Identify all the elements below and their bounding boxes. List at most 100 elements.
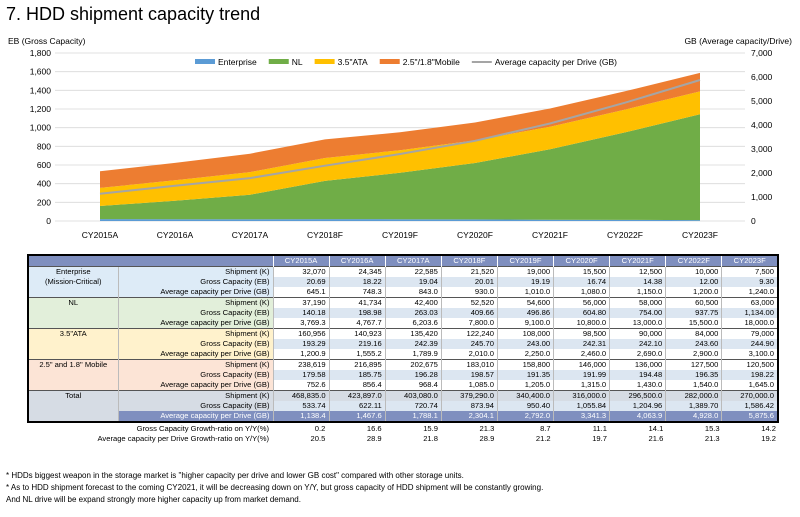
table-cell: 135,420	[384, 328, 442, 339]
table-cell: 136,000	[609, 359, 666, 370]
table-cell: 198.98	[328, 308, 386, 318]
table-cell: 52,520	[440, 297, 498, 308]
table-cell: 968.4	[384, 380, 442, 391]
area-2-5-1-8-mobile	[100, 72, 700, 188]
growth-cell: 21.3	[479, 424, 495, 433]
table-row: 2.5" and 1.8" Mobile Shipment (K) 238,619 2…	[28, 359, 778, 391]
left-tick-label: 1,200	[30, 104, 52, 114]
x-tick-label: CY2020F	[457, 230, 493, 240]
page-title: 7. HDD shipment capacity trend	[6, 4, 261, 24]
table-cell: 13,000.0	[609, 318, 666, 329]
table-cell: 37,190	[272, 297, 330, 308]
table-header-row: CY2015A CY2016A CY2017A CY2018F CY2019F CY202…	[27, 255, 778, 267]
table-cell: 1,134.00	[721, 308, 778, 318]
table-cell: 193.29	[272, 339, 330, 349]
table-cell: 243.00	[496, 339, 554, 349]
table-cell: 3,769.3	[272, 318, 330, 329]
group-label: Total	[28, 390, 118, 422]
table-cell: 1,789.9	[384, 349, 442, 360]
x-tick-label: CY2018F	[307, 230, 343, 240]
table-cell: 179.58	[272, 370, 330, 380]
left-tick-label: 200	[37, 197, 51, 207]
metric-label: Average capacity per Drive (GB)	[117, 287, 273, 298]
table-row: Gross Capacity (EB) 533.74 622.11 720.74 873…	[28, 401, 778, 411]
column-header: CY2019F	[496, 255, 554, 267]
table-row: Gross Capacity (EB) 193.29 219.16 242.39 245…	[28, 339, 778, 349]
table-cell: 2,460.0	[553, 349, 610, 360]
table-cell: 1,200.0	[665, 287, 722, 298]
area-enterprise	[100, 219, 700, 221]
table-cell: 15,500	[553, 266, 610, 277]
growth-label: Gross Capacity Growth-ratio on Y/Y(%)	[136, 424, 269, 433]
group-label: 3.5"ATA	[28, 328, 118, 360]
table-cell: 340,400.0	[496, 390, 554, 401]
x-tick-label: CY2017A	[232, 230, 269, 240]
x-tick-label: CY2021F	[532, 230, 568, 240]
table-cell: 10,800.0	[553, 318, 610, 329]
right-tick-label: 3,000	[751, 144, 773, 154]
table-row: Enterprise (Mission-Critical) Shipment (K)…	[28, 266, 778, 298]
growth-cell: 19.2	[761, 434, 776, 443]
capacity-trend-chart: EB (Gross Capacity) GB (Average capacity/…	[8, 36, 792, 240]
growth-cell: 21.8	[423, 434, 438, 443]
metric-label: Gross Capacity (EB)	[117, 401, 273, 411]
table-cell: 19.04	[384, 277, 442, 287]
table-cell: 6,203.6	[384, 318, 442, 329]
x-tick-label: CY2015A	[82, 230, 119, 240]
table-cell: 1,010.0	[496, 287, 554, 298]
table-cell: 3,100.0	[721, 349, 778, 360]
group-label: Enterprise (Mission-Critical)	[28, 266, 118, 298]
table-cell: 1,586.42	[721, 401, 778, 411]
table-row: Gross Capacity (EB) 140.18 198.98 263.03 409…	[28, 308, 778, 318]
table-cell: 196.28	[384, 370, 442, 380]
table-cell: 10,000	[665, 266, 722, 277]
table-row: Average capacity per Drive (GB) 752.6 856.…	[28, 380, 778, 391]
table-cell: 873.94	[440, 401, 498, 411]
metric-label: Gross Capacity (EB)	[117, 370, 273, 380]
table-cell: 2,900.0	[665, 349, 722, 360]
x-tick-label: CY2023F	[682, 230, 718, 240]
table-cell: 54,600	[496, 297, 554, 308]
metric-label: Shipment (K)	[117, 297, 273, 308]
table-cell: 216,895	[328, 359, 386, 370]
left-axis-label: EB (Gross Capacity)	[8, 36, 86, 46]
table-cell: 2,792.0	[496, 411, 554, 422]
column-header: CY2016A	[328, 255, 386, 267]
table-cell: 645.1	[272, 287, 330, 298]
table-cell: 21,520	[440, 266, 498, 277]
table-cell: 84,000	[665, 328, 722, 339]
legend-swatch	[314, 59, 335, 64]
right-tick-label: 2,000	[751, 168, 773, 178]
column-header: CY2018F	[440, 255, 498, 267]
table-cell: 4,928.0	[665, 411, 722, 422]
metric-label: Shipment (K)	[117, 328, 273, 339]
table-cell: 1,150.0	[609, 287, 666, 298]
table-row: Average capacity per Drive (GB) 645.1 748.…	[28, 287, 778, 298]
table-cell: 19.19	[496, 277, 554, 287]
table-cell: 1,467.6	[328, 411, 386, 422]
table-cell: 198.22	[721, 370, 778, 380]
growth-cell: 28.9	[479, 434, 495, 443]
table-cell: 15,500.0	[665, 318, 722, 329]
table-cell: 1,645.0	[721, 380, 778, 391]
table-cell: 856.4	[328, 380, 386, 391]
table-cell: 468,835.0	[272, 390, 330, 401]
metric-label: Average capacity per Drive (GB)	[117, 380, 273, 391]
table-cell: 16.74	[553, 277, 610, 287]
table-cell: 160,956	[272, 328, 330, 339]
growth-cell: 16.6	[366, 424, 382, 433]
table-cell: 2,304.1	[440, 411, 498, 422]
growth-row: Gross Capacity Growth-ratio on Y/Y(%) 0.2…	[27, 424, 779, 434]
growth-cell: 8.7	[540, 424, 551, 433]
table-cell: 843.0	[384, 287, 442, 298]
table-cell: 56,000	[553, 297, 610, 308]
table-cell: 496.86	[496, 308, 554, 318]
table-cell: 1,788.1	[384, 411, 442, 422]
area-nl	[100, 114, 700, 221]
table-cell: 9,100.0	[496, 318, 554, 329]
table-cell: 9.30	[721, 277, 778, 287]
right-tick-label: 7,000	[751, 48, 773, 58]
table-row: Average capacity per Drive (GB) 3,769.3 4,…	[28, 318, 778, 329]
table-cell: 316,000.0	[553, 390, 610, 401]
table-cell: 950.40	[496, 401, 554, 411]
